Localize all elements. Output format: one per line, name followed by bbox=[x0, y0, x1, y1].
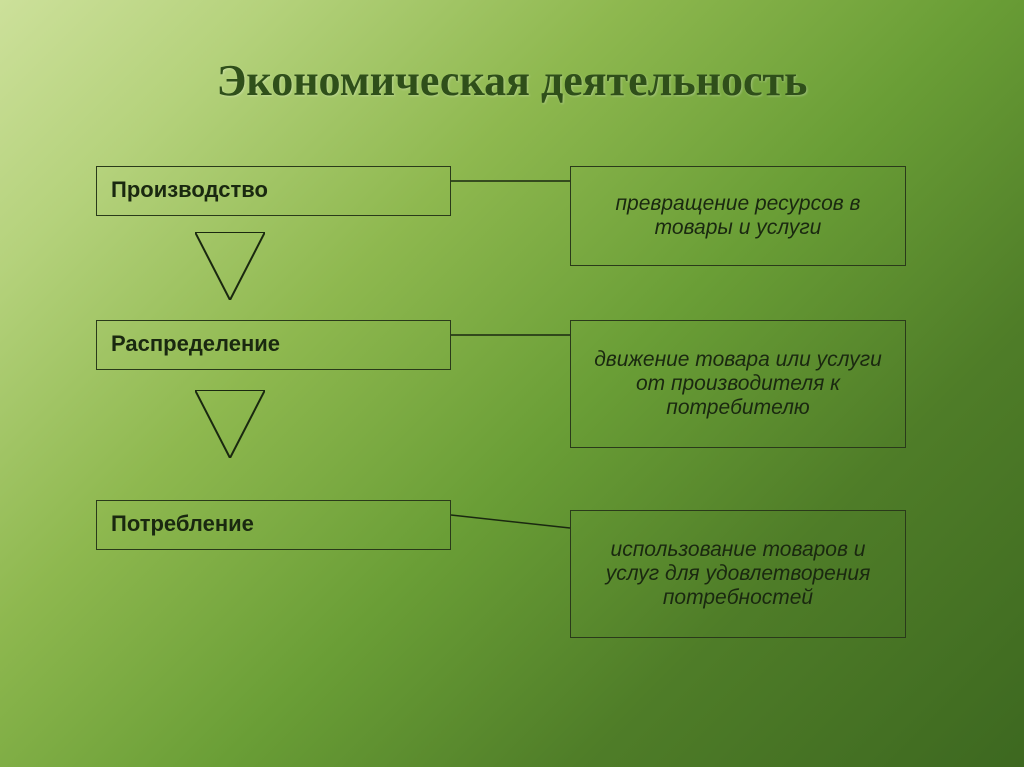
desc-box-distribution: движение товара или услуги от производит… bbox=[570, 320, 906, 448]
stage-box-consumption: Потребление bbox=[96, 500, 451, 550]
stage-box-distribution: Распределение bbox=[96, 320, 451, 370]
desc-box-production: превращение ресурсов в товары и услуги bbox=[570, 166, 906, 266]
stage-label: Распределение bbox=[111, 331, 280, 356]
down-triangle-icon bbox=[195, 232, 265, 300]
desc-text: превращение ресурсов в товары и услуги bbox=[585, 192, 891, 240]
stage-label: Производство bbox=[111, 177, 268, 202]
down-triangle-icon bbox=[195, 390, 265, 458]
desc-text: движение товара или услуги от производит… bbox=[585, 348, 891, 420]
stage-box-production: Производство bbox=[96, 166, 451, 216]
stage-label: Потребление bbox=[111, 511, 254, 536]
desc-text: использование товаров и услуг для удовле… bbox=[585, 538, 891, 610]
desc-box-consumption: использование товаров и услуг для удовле… bbox=[570, 510, 906, 638]
slide-title: Экономическая деятельность bbox=[0, 55, 1024, 106]
